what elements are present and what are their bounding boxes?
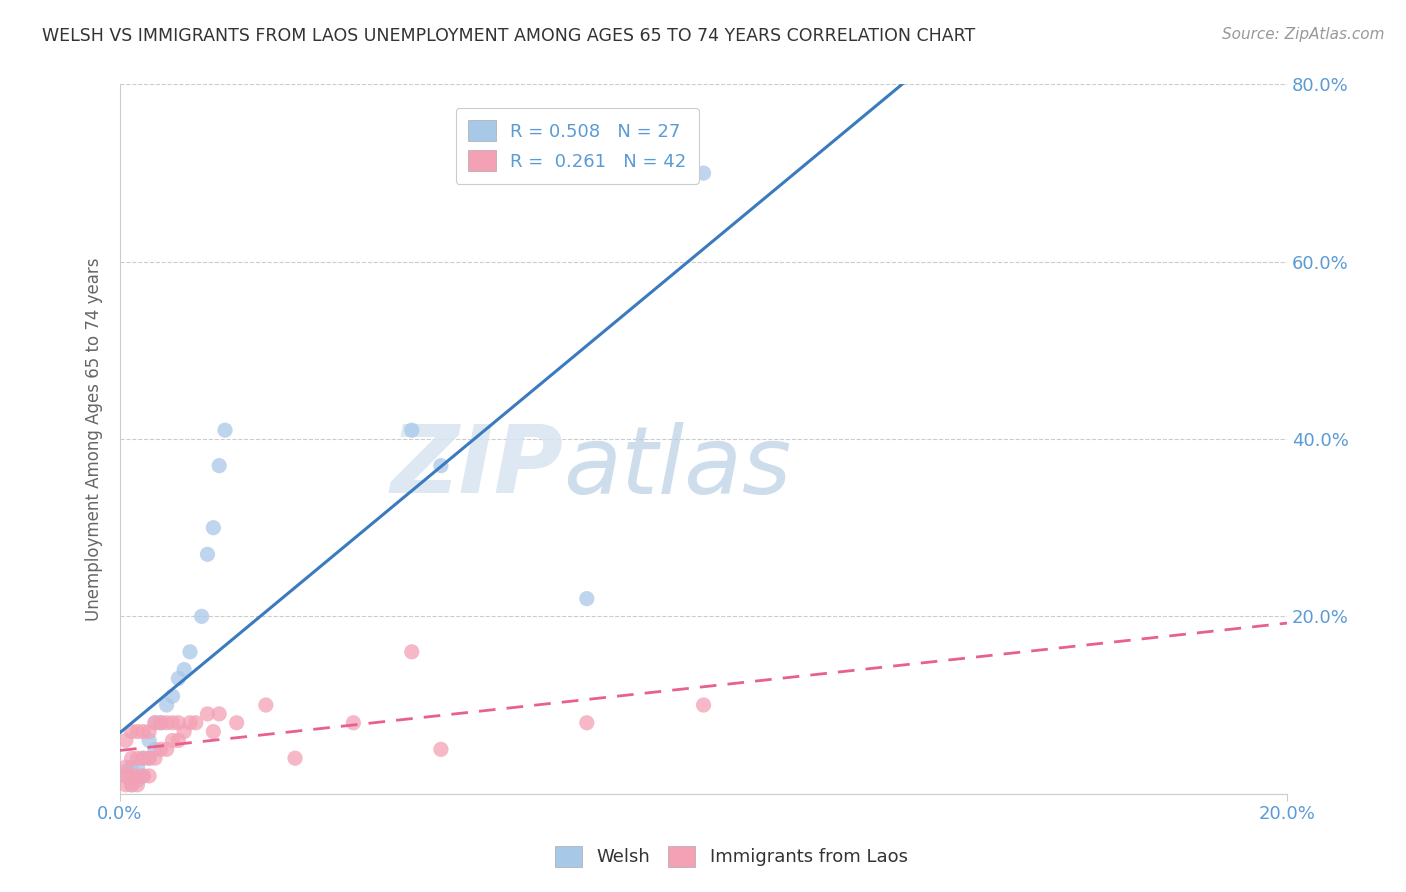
Text: WELSH VS IMMIGRANTS FROM LAOS UNEMPLOYMENT AMONG AGES 65 TO 74 YEARS CORRELATION: WELSH VS IMMIGRANTS FROM LAOS UNEMPLOYME… [42, 27, 976, 45]
Legend: Welsh, Immigrants from Laos: Welsh, Immigrants from Laos [547, 838, 915, 874]
Point [138, 733, 160, 747]
Point [575, 715, 598, 730]
Point [143, 715, 166, 730]
Point [167, 733, 190, 747]
Point [167, 715, 190, 730]
Point [138, 769, 160, 783]
Point [121, 724, 143, 739]
Point [162, 715, 184, 730]
Point [173, 663, 195, 677]
Point [179, 645, 201, 659]
Point [127, 724, 149, 739]
Point [692, 166, 714, 180]
Text: atlas: atlas [564, 422, 792, 513]
Point [156, 715, 179, 730]
Text: Source: ZipAtlas.com: Source: ZipAtlas.com [1222, 27, 1385, 42]
Point [127, 778, 149, 792]
Point [190, 609, 212, 624]
Point [138, 724, 160, 739]
Point [132, 769, 155, 783]
Point [127, 769, 149, 783]
Point [143, 715, 166, 730]
Point [197, 706, 219, 721]
Point [162, 733, 184, 747]
Point [225, 715, 247, 730]
Point [127, 760, 149, 774]
Point [143, 751, 166, 765]
Point [692, 698, 714, 712]
Point [254, 698, 277, 712]
Point [132, 751, 155, 765]
Point [121, 760, 143, 774]
Point [401, 423, 423, 437]
Point [208, 706, 231, 721]
Legend: R = 0.508   N = 27, R =  0.261   N = 42: R = 0.508 N = 27, R = 0.261 N = 42 [456, 108, 699, 184]
Point [202, 724, 225, 739]
Point [149, 715, 172, 730]
Point [114, 769, 136, 783]
Point [132, 769, 155, 783]
Point [132, 724, 155, 739]
Point [149, 742, 172, 756]
Point [127, 773, 149, 788]
Point [156, 698, 179, 712]
Point [114, 760, 136, 774]
Point [121, 778, 143, 792]
Point [167, 672, 190, 686]
Point [149, 715, 172, 730]
Point [114, 778, 136, 792]
Y-axis label: Unemployment Among Ages 65 to 74 years: Unemployment Among Ages 65 to 74 years [86, 257, 103, 621]
Point [208, 458, 231, 473]
Point [401, 645, 423, 659]
Point [156, 742, 179, 756]
Point [202, 521, 225, 535]
Point [121, 778, 143, 792]
Point [342, 715, 364, 730]
Point [114, 769, 136, 783]
Point [184, 715, 207, 730]
Point [143, 742, 166, 756]
Point [284, 751, 307, 765]
Point [214, 423, 236, 437]
Point [121, 751, 143, 765]
Point [430, 742, 453, 756]
Point [138, 751, 160, 765]
Point [173, 724, 195, 739]
Point [138, 751, 160, 765]
Point [127, 751, 149, 765]
Point [179, 715, 201, 730]
Text: ZIP: ZIP [391, 421, 564, 514]
Point [114, 764, 136, 779]
Point [197, 547, 219, 561]
Point [114, 733, 136, 747]
Point [162, 689, 184, 703]
Point [575, 591, 598, 606]
Point [430, 458, 453, 473]
Point [132, 751, 155, 765]
Point [121, 769, 143, 783]
